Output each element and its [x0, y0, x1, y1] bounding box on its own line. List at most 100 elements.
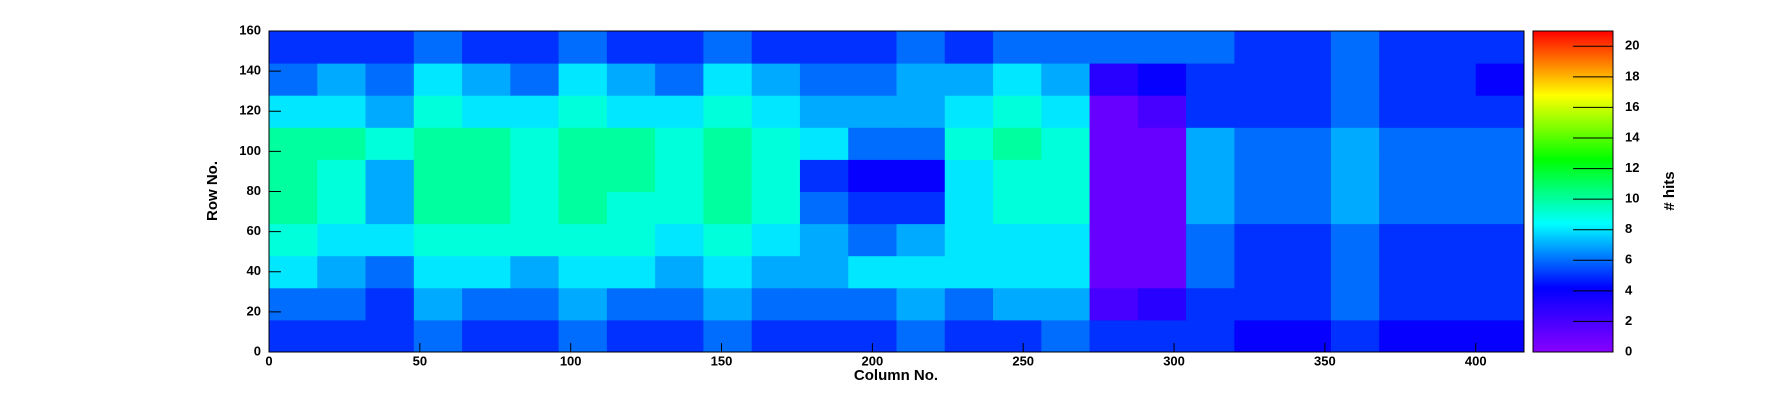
- heatmap-cell: [848, 255, 897, 289]
- heatmap-cell: [1330, 255, 1380, 289]
- heatmap-cell: [365, 287, 415, 321]
- colorbar-tick-label: 18: [1625, 68, 1639, 83]
- x-axis-title: Column No.: [854, 367, 938, 384]
- heatmap-cell: [1041, 63, 1091, 96]
- heatmap-cell: [1427, 63, 1477, 96]
- y-tick-label: 140: [239, 63, 261, 78]
- heatmap-cell: [558, 287, 608, 321]
- heatmap-cell: [1137, 127, 1187, 160]
- heatmap-cell: [751, 127, 801, 160]
- heatmap-cell: [1475, 319, 1525, 353]
- heatmap-cell: [848, 63, 897, 96]
- heatmap-cell: [751, 31, 801, 64]
- heatmap-cell: [413, 255, 463, 289]
- heatmap-cell: [703, 287, 753, 321]
- heatmap-cell: [317, 31, 367, 64]
- colorbar: [1532, 30, 1614, 353]
- heatmap-cell: [993, 95, 1042, 128]
- heatmap-cell: [510, 191, 560, 225]
- colorbar-tick-label: 2: [1625, 313, 1632, 328]
- heatmap-cell: [510, 159, 560, 192]
- heatmap-cell: [1089, 95, 1139, 128]
- heatmap-cell: [655, 63, 704, 96]
- heatmap-cell: [896, 159, 946, 192]
- heatmap-cell: [1475, 287, 1525, 321]
- heatmap-cell: [413, 191, 463, 225]
- heatmap-cell: [1379, 191, 1428, 225]
- heatmap-cell: [703, 127, 753, 160]
- heatmap-cell: [462, 287, 511, 321]
- colorbar-tick-label: 4: [1625, 282, 1633, 297]
- heatmap-cell: [1186, 95, 1235, 128]
- heatmap-cell: [1186, 31, 1235, 64]
- heatmap-cell: [1330, 319, 1380, 353]
- heatmap-cell: [993, 319, 1042, 353]
- heatmap-cell: [1137, 95, 1187, 128]
- heatmap-cell: [1186, 159, 1235, 192]
- heatmap-cell: [799, 95, 849, 128]
- colorbar-tick-label: 12: [1625, 160, 1639, 175]
- heatmap-cell: [993, 223, 1042, 257]
- heatmap-cell: [413, 287, 463, 321]
- heatmap-cell: [1041, 255, 1091, 289]
- heatmap-cell: [606, 223, 656, 257]
- heatmap-cell: [1041, 31, 1091, 64]
- heatmap-cell: [1234, 159, 1284, 192]
- heatmap-cell: [848, 159, 897, 192]
- heatmap-cell: [1089, 223, 1139, 257]
- heatmap-cell: [993, 127, 1042, 160]
- heatmap-cell: [510, 287, 560, 321]
- heatmap-cell: [944, 127, 994, 160]
- heatmap-cell: [1186, 127, 1235, 160]
- heatmap-cell: [413, 159, 463, 192]
- heatmap-cell: [510, 319, 560, 353]
- colorbar-tick-label: 20: [1625, 38, 1639, 53]
- heatmap-cell: [558, 255, 608, 289]
- heatmap-cell: [896, 95, 946, 128]
- heatmap-cell: [413, 127, 463, 160]
- heatmap-cell: [317, 223, 367, 257]
- colorbar-tick-label: 0: [1625, 343, 1632, 358]
- heatmap-cell: [1330, 159, 1380, 192]
- heatmap-cell: [558, 191, 608, 225]
- heatmap-cell: [655, 223, 704, 257]
- heatmap-cell: [993, 191, 1042, 225]
- heatmap-cell: [655, 159, 704, 192]
- heatmap-cell: [655, 127, 704, 160]
- heatmap-cell: [703, 255, 753, 289]
- heatmap-cell: [703, 159, 753, 192]
- heatmap-cell: [606, 95, 656, 128]
- heatmap-cell: [1379, 319, 1428, 353]
- heatmap-cell: [655, 319, 704, 353]
- heatmap-cell: [1089, 127, 1139, 160]
- x-tick-label: 150: [711, 353, 733, 368]
- heatmap-cell: [1234, 127, 1284, 160]
- heatmap-cell: [606, 319, 656, 353]
- heatmap-cell: [269, 223, 318, 257]
- heatmap-cell: [1379, 255, 1428, 289]
- heatmap-cell: [510, 127, 560, 160]
- heatmap-cell: [413, 63, 463, 96]
- colorbar-tick-label: 16: [1625, 99, 1639, 114]
- heatmap-cell: [1234, 287, 1284, 321]
- heatmap-cell: [1089, 255, 1139, 289]
- heatmap-cell: [413, 223, 463, 257]
- heatmap-cell: [365, 159, 415, 192]
- heatmap-cell: [799, 63, 849, 96]
- heatmap-cell: [269, 63, 318, 96]
- heatmap-cell: [993, 159, 1042, 192]
- x-tick-label: 200: [862, 353, 884, 368]
- heatmap-cell: [751, 255, 801, 289]
- heatmap-cell: [1041, 223, 1091, 257]
- heatmap-cell: [896, 31, 946, 64]
- heatmap-cell: [1089, 319, 1139, 353]
- heatmap-cell: [1475, 159, 1525, 192]
- heatmap-cell: [1330, 287, 1380, 321]
- x-tick-label: 350: [1314, 353, 1336, 368]
- heatmap-cell: [1282, 31, 1332, 64]
- heatmap-cell: [1186, 223, 1235, 257]
- heatmap-cell: [269, 319, 318, 353]
- heatmap-cell: [896, 223, 946, 257]
- heatmap-cell: [606, 191, 656, 225]
- heatmap-cell: [1137, 159, 1187, 192]
